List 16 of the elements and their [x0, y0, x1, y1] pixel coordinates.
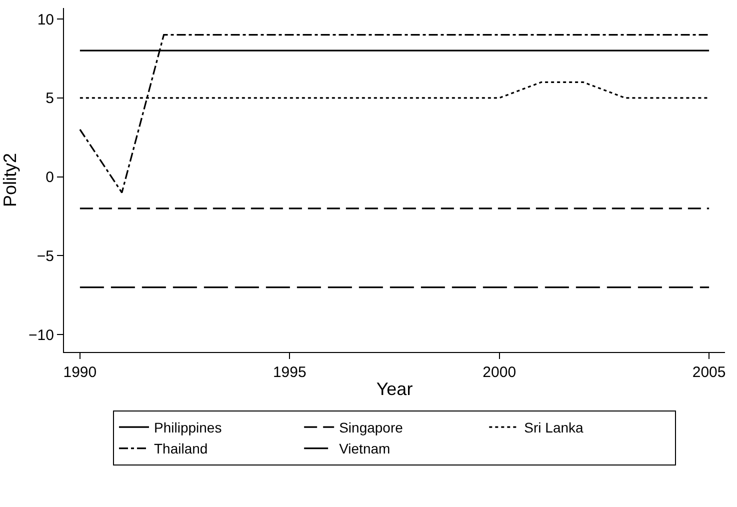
y-tick-label: −10: [28, 326, 54, 344]
x-tick-label: 2005: [692, 364, 726, 381]
x-tick-label: 2000: [482, 364, 516, 381]
legend-label: Philippines: [154, 420, 222, 436]
y-tick-label: 0: [46, 169, 54, 186]
y-tick-label: 5: [46, 90, 54, 108]
y-axis-title: Polity2: [0, 152, 20, 208]
legend-label: Sri Lanka: [524, 420, 584, 436]
legend-label: Thailand: [154, 440, 208, 457]
legend-label: Vietnam: [339, 440, 390, 457]
x-axis-title: Year: [376, 379, 413, 400]
x-tick-label: 1995: [272, 364, 306, 381]
legend-label: Singapore: [339, 420, 404, 436]
y-tick-label: −5: [36, 248, 54, 265]
y-tick-label: 10: [37, 11, 54, 28]
x-tick-label: 1990: [63, 364, 97, 381]
